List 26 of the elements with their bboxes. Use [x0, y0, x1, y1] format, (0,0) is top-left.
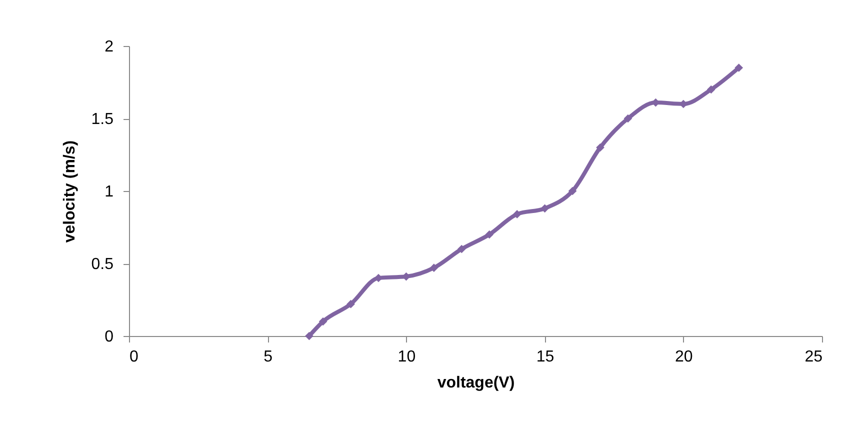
y-tick-label: 1.5 — [91, 111, 114, 128]
point — [318, 317, 328, 326]
x-tick-label: 25 — [804, 348, 823, 366]
point — [430, 264, 438, 272]
point — [624, 114, 632, 123]
point — [706, 85, 716, 94]
x-tick-label: 10 — [398, 348, 416, 366]
point — [457, 244, 466, 254]
y-tick-label: 0.5 — [91, 256, 114, 273]
x-tick-label: 15 — [536, 348, 554, 366]
point — [734, 64, 744, 72]
y-tick-label: 0 — [104, 328, 114, 346]
x-tick-label: 20 — [675, 348, 693, 366]
point — [304, 332, 314, 340]
y-axis-title: velocity (m/s) — [61, 140, 78, 243]
point — [512, 210, 522, 218]
x-axis-title: voltage(V) — [437, 374, 515, 392]
point — [540, 204, 549, 213]
point — [346, 300, 355, 308]
point — [485, 230, 494, 239]
x-tick-label: 0 — [130, 348, 138, 366]
x-tick-label: 5 — [264, 348, 273, 366]
y-tick-label: 1 — [104, 184, 114, 200]
y-tick-label: 2 — [104, 38, 114, 56]
point — [596, 143, 604, 152]
point — [568, 186, 577, 196]
